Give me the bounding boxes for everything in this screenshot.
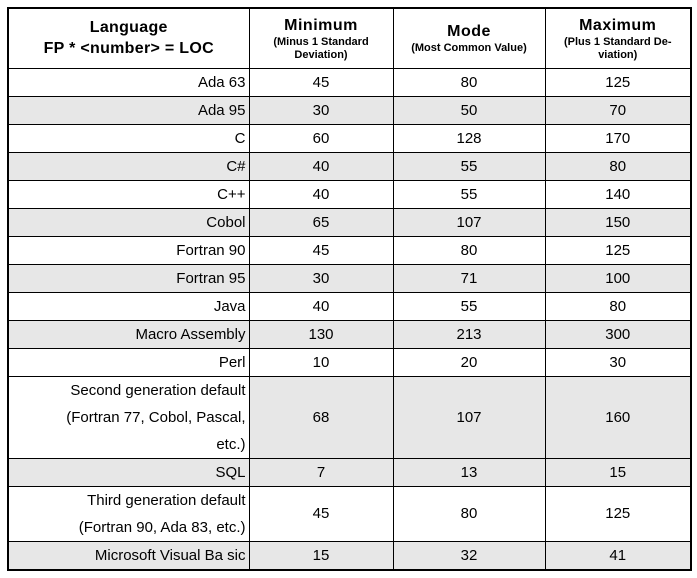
mode-cell: 50 (392, 95, 546, 125)
minimum-cell: 45 (248, 485, 394, 542)
table-row: Ada 95 30 50 70 (7, 95, 692, 125)
language-column-header: Language FP * <number> = LOC (7, 7, 250, 69)
language-cell: Ada 95 (7, 95, 250, 125)
minimum-cell: 45 (248, 67, 394, 97)
language-cell: Cobol (7, 207, 250, 237)
mode-cell: 80 (392, 67, 546, 97)
mode-cell: 55 (392, 179, 546, 209)
maximum-column-header: Maximum (Plus 1 Standard De- viation) (544, 7, 692, 69)
minimum-cell: 40 (248, 291, 394, 321)
minimum-cell: 130 (248, 319, 394, 349)
language-cell: Macro Assembly (7, 319, 250, 349)
mode-cell: 71 (392, 263, 546, 293)
mode-cell: 80 (392, 485, 546, 542)
maximum-cell: 300 (544, 319, 692, 349)
maximum-cell: 170 (544, 123, 692, 153)
table-row: Cobol 65 107 150 (7, 207, 692, 237)
minimum-cell: 10 (248, 347, 394, 377)
language-cell: Second generation default (Fortran 77, C… (7, 375, 250, 459)
maximum-cell: 70 (544, 95, 692, 125)
table-row: Perl 10 20 30 (7, 347, 692, 377)
minimum-header-title: Minimum (284, 16, 358, 34)
maximum-cell: 150 (544, 207, 692, 237)
table-row: SQL 7 13 15 (7, 457, 692, 487)
maximum-cell: 140 (544, 179, 692, 209)
minimum-cell: 40 (248, 151, 394, 181)
language-cell: Fortran 90 (7, 235, 250, 265)
table-row: Ada 63 45 80 125 (7, 67, 692, 97)
language-cell: Perl (7, 347, 250, 377)
mode-cell: 80 (392, 235, 546, 265)
maximum-cell: 125 (544, 67, 692, 97)
language-header-title: Language (89, 19, 168, 37)
language-header-formula: FP * <number> = LOC (43, 40, 214, 58)
table-row: C 60 128 170 (7, 123, 692, 153)
mode-cell: 55 (392, 151, 546, 181)
table-row: C# 40 55 80 (7, 151, 692, 181)
language-cell: Java (7, 291, 250, 321)
header-row: Language FP * <number> = LOC Minimum (Mi… (7, 7, 692, 69)
maximum-cell: 160 (544, 375, 692, 459)
table-row: C++ 40 55 140 (7, 179, 692, 209)
mode-cell: 107 (392, 207, 546, 237)
minimum-cell: 65 (248, 207, 394, 237)
table-row: Fortran 90 45 80 125 (7, 235, 692, 265)
mode-cell: 13 (392, 457, 546, 487)
maximum-cell: 80 (544, 291, 692, 321)
maximum-cell: 125 (544, 485, 692, 542)
maximum-cell: 100 (544, 263, 692, 293)
table-row: Microsoft Visual Ba sic 15 32 41 (7, 540, 692, 570)
maximum-cell: 125 (544, 235, 692, 265)
minimum-cell: 40 (248, 179, 394, 209)
mode-cell: 32 (392, 540, 546, 570)
minimum-column-header: Minimum (Minus 1 Standard Deviation) (248, 7, 394, 69)
table-row: Fortran 95 30 71 100 (7, 263, 692, 293)
table-row: Second generation default (Fortran 77, C… (7, 375, 692, 459)
minimum-cell: 68 (248, 375, 394, 459)
maximum-cell: 30 (544, 347, 692, 377)
language-cell: Ada 63 (7, 67, 250, 97)
table-row: Java 40 55 80 (7, 291, 692, 321)
mode-cell: 107 (392, 375, 546, 459)
maximum-cell: 80 (544, 151, 692, 181)
table-row: Third generation default (Fortran 90, Ad… (7, 485, 692, 542)
language-cell: Fortran 95 (7, 263, 250, 293)
maximum-cell: 15 (544, 457, 692, 487)
minimum-cell: 45 (248, 235, 394, 265)
maximum-cell: 41 (544, 540, 692, 570)
mode-cell: 213 (392, 319, 546, 349)
minimum-cell: 7 (248, 457, 394, 487)
language-cell: C# (7, 151, 250, 181)
maximum-header-subtitle: (Plus 1 Standard De- viation) (563, 35, 672, 61)
minimum-cell: 15 (248, 540, 394, 570)
table-row: Macro Assembly 130 213 300 (7, 319, 692, 349)
fp-to-loc-table: Language FP * <number> = LOC Minimum (Mi… (7, 7, 692, 571)
language-cell: Microsoft Visual Ba sic (7, 540, 250, 570)
table-body: Ada 63 45 80 125 Ada 95 30 50 70 C 60 128 170 C# 40 55… (7, 67, 692, 570)
mode-cell: 20 (392, 347, 546, 377)
language-cell: C (7, 123, 250, 153)
minimum-header-subtitle: (Minus 1 Standard Deviation) (273, 35, 369, 61)
mode-header-subtitle: (Most Common Value) (411, 42, 527, 55)
mode-header-title: Mode (447, 23, 491, 41)
minimum-cell: 60 (248, 123, 394, 153)
mode-column-header: Mode (Most Common Value) (392, 7, 546, 69)
language-cell: C++ (7, 179, 250, 209)
mode-cell: 128 (392, 123, 546, 153)
mode-cell: 55 (392, 291, 546, 321)
maximum-header-title: Maximum (579, 16, 657, 34)
minimum-cell: 30 (248, 263, 394, 293)
minimum-cell: 30 (248, 95, 394, 125)
language-cell: SQL (7, 457, 250, 487)
language-cell: Third generation default (Fortran 90, Ad… (7, 485, 250, 542)
